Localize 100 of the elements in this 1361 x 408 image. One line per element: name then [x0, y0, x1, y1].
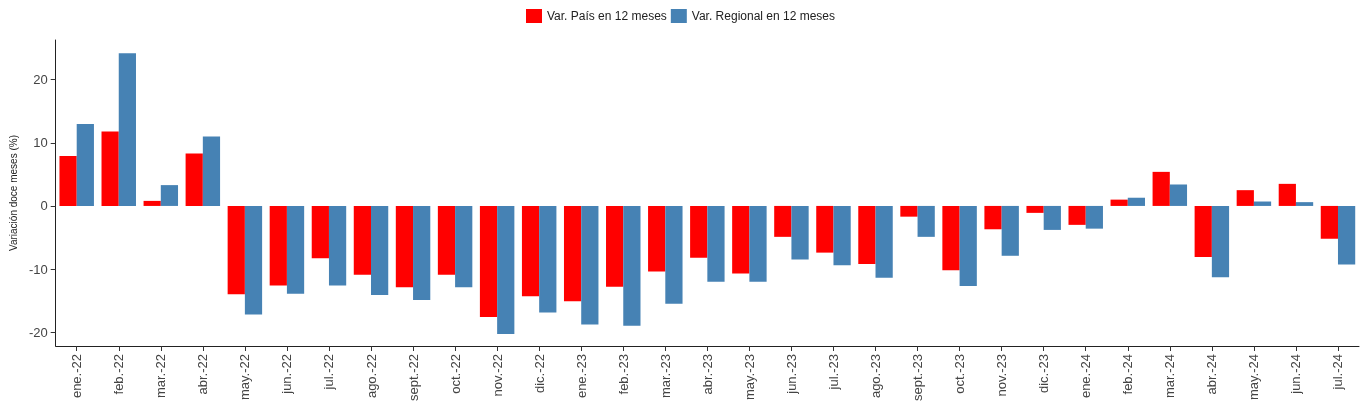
- bar: [774, 205, 792, 237]
- bar: [606, 205, 624, 287]
- bar: [118, 53, 136, 206]
- x-tick-label: may.-23: [741, 354, 757, 400]
- y-tick-label: 0: [40, 198, 48, 214]
- bar: [858, 205, 876, 264]
- bar: [623, 205, 641, 326]
- x-tick-label: nov.-23: [994, 354, 1010, 397]
- x-tick-label: nov.-22: [489, 354, 505, 397]
- bar: [1211, 205, 1230, 278]
- bar: [160, 185, 179, 206]
- x-tick-label: feb.-23: [615, 354, 631, 395]
- bar: [143, 200, 161, 206]
- bar: [875, 205, 893, 278]
- x-tick-label: feb.-24: [1120, 354, 1136, 395]
- bar: [455, 205, 473, 288]
- x-tick-label: mar.-22: [153, 354, 169, 399]
- bar: [1110, 199, 1128, 206]
- x-tick-label: ago.-22: [363, 354, 379, 399]
- x-tick-label: sept.-23: [910, 354, 926, 401]
- bar: [1001, 205, 1019, 256]
- bar: [900, 205, 918, 217]
- x-tick-label: ago.-23: [868, 354, 884, 399]
- bar: [1320, 205, 1338, 239]
- bar: [1043, 205, 1061, 230]
- bar: [227, 205, 245, 295]
- bar: [749, 205, 767, 282]
- x-tick-label: ene.-23: [573, 354, 589, 399]
- x-tick-label: abr.-23: [699, 354, 715, 395]
- bar: [1278, 183, 1296, 206]
- bar: [521, 205, 540, 297]
- bar: [59, 156, 77, 206]
- bar: [244, 205, 263, 315]
- bar: [437, 205, 456, 275]
- x-tick-label: ene.-22: [69, 354, 85, 399]
- bar: [732, 205, 750, 274]
- bar: [413, 205, 431, 300]
- bar: [479, 205, 498, 317]
- x-tick-label: may.-24: [1246, 354, 1262, 400]
- legend-label: Var. País en 12 meses: [546, 9, 667, 23]
- bar: [76, 123, 94, 206]
- bar: [648, 205, 666, 272]
- x-tick-label: oct.-22: [447, 354, 463, 394]
- bar: [311, 205, 329, 259]
- bar: [395, 205, 414, 288]
- bar: [1169, 184, 1188, 206]
- y-tick-label: 20: [33, 72, 48, 88]
- bar: [1295, 202, 1314, 206]
- legend-label: Var. Regional en 12 meses: [691, 9, 836, 23]
- y-axis-title: Variación doce meses (%): [7, 135, 19, 251]
- bar: [101, 131, 119, 206]
- bar: [371, 205, 389, 295]
- bar: [1068, 205, 1086, 225]
- x-tick-label: jul.-24: [1330, 354, 1346, 391]
- bar: [1085, 205, 1103, 229]
- bar: [942, 205, 960, 271]
- bar: [539, 205, 557, 313]
- bar: [665, 205, 683, 304]
- y-tick-label: 10: [33, 135, 48, 151]
- bar: [202, 136, 221, 206]
- bar: [353, 205, 372, 275]
- bar: [1127, 197, 1145, 206]
- x-tick-label: mar.-23: [657, 354, 673, 399]
- bar: [1236, 190, 1254, 206]
- bar: [707, 205, 725, 282]
- x-tick-label: abr.-22: [195, 354, 211, 395]
- x-tick-label: jun.-22: [279, 354, 295, 395]
- x-tick-label: jul.-22: [321, 354, 337, 391]
- x-tick-label: jun.-24: [1288, 354, 1304, 395]
- x-tick-label: may.-22: [237, 354, 253, 400]
- bar: [185, 153, 203, 206]
- bar: [791, 205, 809, 260]
- bar: [984, 205, 1002, 230]
- bar: [833, 205, 851, 266]
- bar: [917, 205, 935, 237]
- bar: [690, 205, 708, 258]
- bar: [269, 205, 287, 286]
- x-tick-label: ene.-24: [1078, 354, 1094, 399]
- y-tick-label: -20: [28, 324, 48, 340]
- y-tick-label: -10: [28, 261, 48, 277]
- bar: [816, 205, 834, 253]
- bar: [563, 205, 582, 302]
- bar: [959, 205, 977, 287]
- bar: [328, 205, 347, 286]
- bar: [1194, 205, 1212, 258]
- bar: [581, 205, 599, 325]
- x-tick-label: abr.-24: [1204, 354, 1220, 395]
- bar: [1026, 205, 1044, 213]
- bar: [286, 205, 305, 294]
- x-tick-label: dic.-22: [531, 354, 547, 394]
- x-tick-label: dic.-23: [1036, 354, 1052, 394]
- x-tick-label: mar.-24: [1162, 354, 1178, 399]
- x-tick-label: sept.-22: [405, 354, 421, 401]
- bar: [497, 205, 515, 335]
- x-tick-label: oct.-23: [952, 354, 968, 394]
- bar: [1337, 205, 1356, 265]
- x-tick-label: jul.-23: [825, 354, 841, 391]
- x-tick-label: jun.-23: [783, 354, 799, 395]
- bar: [1152, 171, 1170, 206]
- x-tick-label: feb.-22: [111, 354, 127, 395]
